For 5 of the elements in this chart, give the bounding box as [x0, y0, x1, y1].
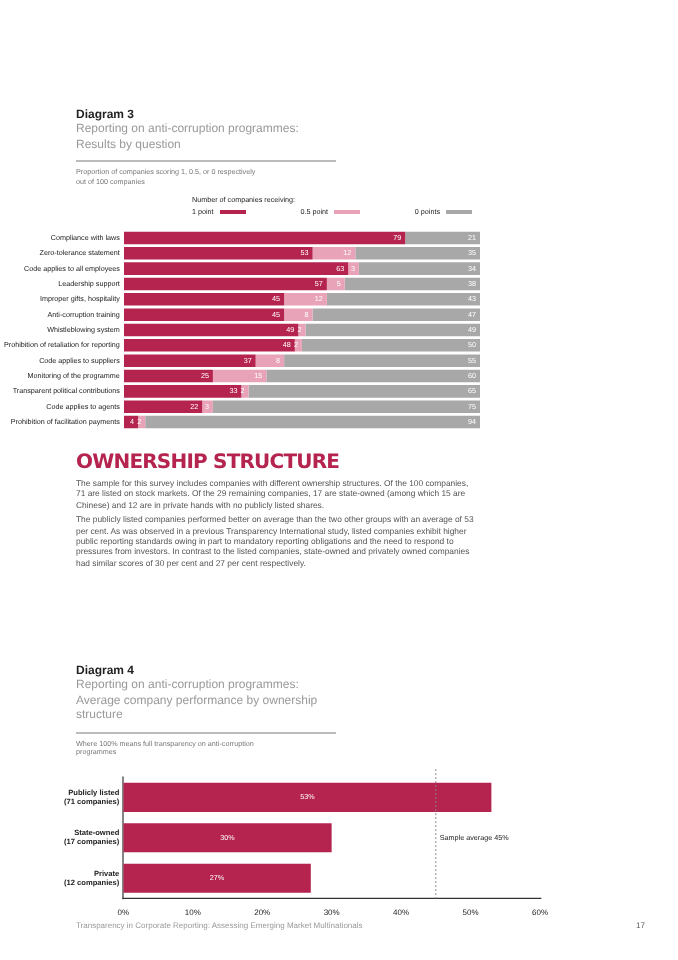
bar: [202, 400, 213, 413]
bar: [123, 862, 311, 892]
text: OWNERSHIP STRUCTURE: [76, 452, 342, 474]
bar: [123, 822, 332, 852]
bar: [123, 781, 492, 811]
